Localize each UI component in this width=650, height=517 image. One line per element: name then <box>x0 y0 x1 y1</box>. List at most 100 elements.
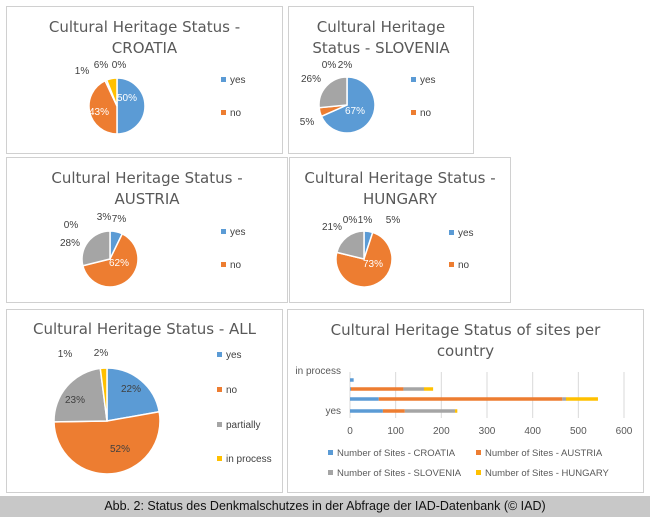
bar-partially-hungary <box>423 387 434 391</box>
chart-panel-slovenia: Cultural Heritage Status - SLOVENIA 67% 5… <box>288 6 474 154</box>
pie-slice-all-in-process <box>99 367 108 422</box>
legend-label-austria: yes <box>230 227 246 238</box>
data-label-slovenia: 26% <box>301 74 321 85</box>
x-tick-label: 200 <box>433 426 450 437</box>
legend-label-sites: Number of Sites - AUSTRIA <box>485 448 603 459</box>
legend-label-all: yes <box>226 350 242 361</box>
data-label-slovenia: 2% <box>338 60 353 71</box>
legend-swatch-slovenia <box>411 110 416 115</box>
pie-slice-croatia-yes <box>116 77 146 135</box>
pie-chart-hungary: 5% 73% 21%0% 1% yes no <box>322 215 474 288</box>
pie-slice-all-yes <box>106 367 161 422</box>
legend-label-croatia: no <box>230 108 242 119</box>
pie-slice-slovenia-partially <box>318 76 348 109</box>
data-label-slovenia: 5% <box>300 117 315 128</box>
bar-chart-sites: 0 100 200 300 400 500 600 yes in process Number o… <box>295 366 633 479</box>
legend-label-all: no <box>226 385 238 396</box>
legend-label-slovenia: no <box>420 108 432 119</box>
legend-swatch-all <box>217 387 222 392</box>
legend-swatch-all <box>217 456 222 461</box>
x-tick-label: 500 <box>570 426 587 437</box>
data-label-hungary: 0% <box>343 215 358 226</box>
pie-slice-croatia-in-process <box>105 77 118 107</box>
data-label-hungary: 21% <box>322 222 342 233</box>
chart-panel-croatia: Cultural Heritage Status - CROATIA 50% 43… <box>6 6 283 154</box>
legend-label-slovenia: yes <box>420 75 436 86</box>
chart-title-sites: Cultural Heritage Status of sites per co… <box>330 321 601 360</box>
legend-swatch-slovenia <box>411 77 416 82</box>
legend-swatch-austria <box>221 229 226 234</box>
chart-panel-hungary: Cultural Heritage Status - HUNGARY 5% 73%… <box>289 157 511 303</box>
data-label-croatia: 50% <box>117 93 137 104</box>
bar-in-process-croatia <box>350 378 354 382</box>
bar-no-austria <box>378 397 563 401</box>
data-label-croatia: 1% <box>75 66 90 77</box>
x-tick-label: 400 <box>524 426 541 437</box>
legend-label-sites: Number of Sites - HUNGARY <box>485 468 610 479</box>
y-tick-label: yes <box>325 406 341 417</box>
chart-panel-sites: Cultural Heritage Status of sites per co… <box>287 309 644 493</box>
legend-swatch-hungary <box>449 262 454 267</box>
data-label-all: 22% <box>121 384 141 395</box>
data-label-all: 1% <box>58 349 73 360</box>
legend-swatch-sites <box>328 470 333 475</box>
chart-title-austria: Cultural Heritage Status - AUSTRIA <box>51 169 243 208</box>
legend-swatch-sites <box>328 450 333 455</box>
pie-slice-all-no <box>53 410 161 475</box>
chart-title-hungary: Cultural Heritage Status - HUNGARY <box>304 169 496 208</box>
legend-label-croatia: yes <box>230 75 246 86</box>
x-tick-label: 600 <box>616 426 633 437</box>
legend-swatch-sites <box>476 470 481 475</box>
data-label-austria: 62% <box>109 258 129 269</box>
legend-label-sites: Number of Sites - SLOVENIA <box>337 468 462 479</box>
legend-label-all: partially <box>226 420 260 431</box>
bar-yes-croatia <box>350 409 383 413</box>
pie-chart-all: 22% 52% 23% 1% 2% yes no partially in process <box>53 348 272 475</box>
pie-slice-hungary-partially <box>335 230 365 260</box>
data-label-all: 2% <box>94 348 109 359</box>
data-label-hungary: 1% <box>358 215 373 226</box>
data-label-all: 52% <box>110 444 130 455</box>
legend-label-all: in process <box>226 454 272 465</box>
x-tick-label: 0 <box>347 426 353 437</box>
data-label-all: 23% <box>65 395 85 406</box>
bar-yes-hungary <box>455 409 458 413</box>
data-label-austria: 3% <box>97 212 112 223</box>
chart-title-all: Cultural Heritage Status - ALL <box>33 320 256 338</box>
legend-swatch-all <box>217 422 222 427</box>
legend-swatch-all <box>217 352 222 357</box>
pie-chart-croatia: 50% 43% 1% 6% 0% yes no <box>75 60 246 135</box>
data-label-croatia: 0% <box>112 60 127 71</box>
legend-swatch-croatia <box>221 110 226 115</box>
data-label-austria: 28% <box>60 238 80 249</box>
data-label-croatia: 43% <box>89 107 109 118</box>
legend-swatch-croatia <box>221 77 226 82</box>
chart-panel-austria: Cultural Heritage Status - AUSTRIA 7% 62%… <box>6 157 288 303</box>
legend-label-hungary: yes <box>458 228 474 239</box>
chart-title-slovenia: Cultural Heritage Status - SLOVENIA <box>312 18 450 57</box>
pie-slice-austria-no <box>81 232 139 288</box>
bar-partially-slovenia <box>403 387 424 391</box>
bar-no-croatia <box>350 397 379 401</box>
data-label-slovenia: 0% <box>322 60 337 71</box>
pie-slice-slovenia-yes <box>320 76 376 134</box>
chart-panel-all: Cultural Heritage Status - ALL 22% 52% 23%… <box>6 309 283 493</box>
figure-caption: Abb. 2: Status des Denkmalschutzes in de… <box>0 496 650 517</box>
data-label-croatia: 6% <box>94 60 109 71</box>
data-label-austria: 0% <box>64 220 79 231</box>
data-label-austria: 7% <box>112 214 127 225</box>
x-tick-label: 300 <box>479 426 496 437</box>
bar-yes-austria <box>382 409 405 413</box>
bar-no-hungary <box>566 397 598 401</box>
legend-label-sites: Number of Sites - CROATIA <box>337 448 456 459</box>
legend-swatch-hungary <box>449 230 454 235</box>
pie-slice-all-partially <box>53 367 108 423</box>
pie-slice-austria-partially <box>81 230 111 267</box>
bar-partially-austria <box>350 387 404 391</box>
x-tick-label: 100 <box>387 426 404 437</box>
bar-no-slovenia <box>562 397 567 401</box>
legend-label-austria: no <box>230 260 242 271</box>
chart-title-croatia: Cultural Heritage Status - CROATIA <box>48 18 241 57</box>
legend-swatch-sites <box>476 450 481 455</box>
data-label-hungary: 5% <box>386 215 401 226</box>
